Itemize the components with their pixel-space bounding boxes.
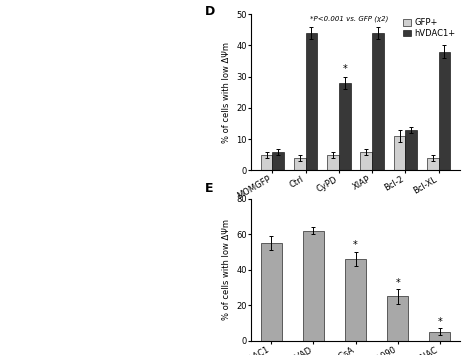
Legend: GFP+, hVDAC1+: GFP+, hVDAC1+ (403, 18, 456, 38)
Bar (438, 52, 450, 170)
Text: *P<0.001 vs. GFP (χ2): *P<0.001 vs. GFP (χ2) (310, 16, 388, 22)
Bar (303, 231, 324, 341)
Bar (394, 136, 405, 170)
Bar (261, 243, 282, 341)
Bar (294, 158, 306, 170)
Bar (427, 158, 438, 170)
Bar (361, 152, 372, 170)
Bar (405, 130, 417, 170)
Bar (339, 83, 350, 170)
Bar (372, 33, 384, 170)
Text: *: * (353, 240, 358, 250)
Text: D: D (205, 5, 216, 18)
Text: E: E (205, 182, 214, 195)
Text: *: * (342, 64, 347, 74)
Bar (261, 155, 273, 170)
Bar (306, 33, 317, 170)
Bar (327, 155, 339, 170)
Bar (429, 332, 450, 341)
Bar (273, 152, 284, 170)
Y-axis label: % of cells with low ΔΨm: % of cells with low ΔΨm (222, 42, 231, 143)
Bar (345, 259, 366, 341)
Bar (387, 296, 408, 341)
Y-axis label: % of cells with low ΔΨm: % of cells with low ΔΨm (222, 219, 231, 320)
Text: *: * (438, 317, 442, 327)
Text: *: * (395, 278, 400, 288)
